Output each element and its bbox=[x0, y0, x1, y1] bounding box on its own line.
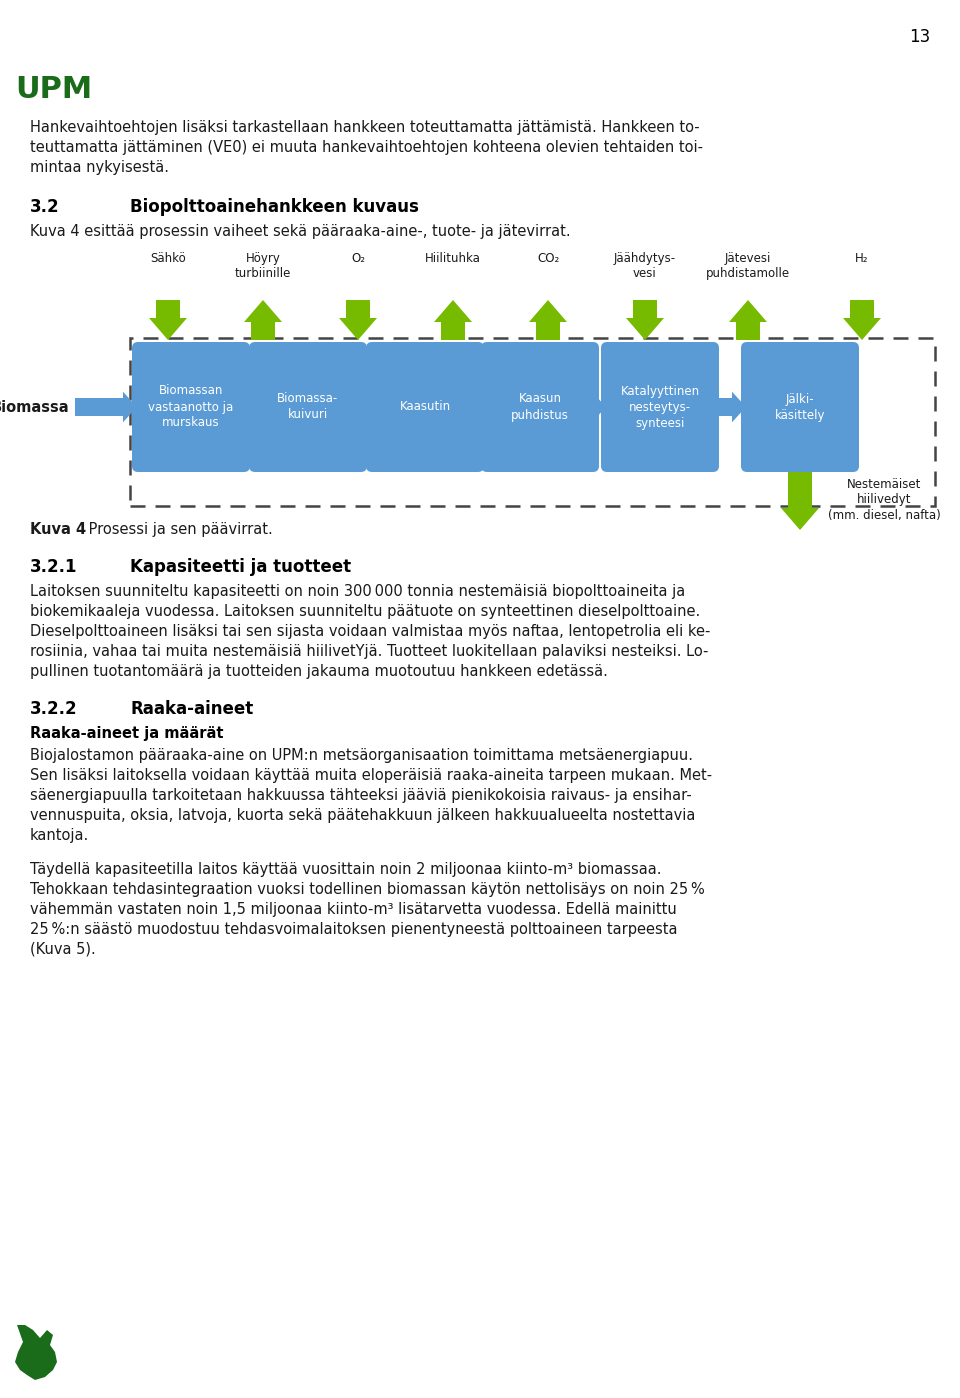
Text: UPM: UPM bbox=[15, 75, 92, 103]
Text: H₂: H₂ bbox=[855, 252, 869, 266]
Text: Sen lisäksi laitoksella voidaan käyttää muita eloperäisiä raaka-aineita tarpeen : Sen lisäksi laitoksella voidaan käyttää … bbox=[30, 768, 712, 783]
Polygon shape bbox=[357, 391, 371, 422]
Text: 3.2.1: 3.2.1 bbox=[30, 558, 78, 576]
Text: Kuva 4: Kuva 4 bbox=[30, 521, 86, 537]
Text: vennuspuita, oksia, latvoja, kuorta sekä päätehakkuun jälkeen hakkuualueelta nos: vennuspuita, oksia, latvoja, kuorta sekä… bbox=[30, 808, 695, 823]
Polygon shape bbox=[592, 391, 606, 422]
Text: 3.2.2: 3.2.2 bbox=[30, 700, 78, 719]
Text: vähemmän vastaten noin 1,5 miljoonaa kiinto-m³ lisätarvetta vuodessa. Edellä mai: vähemmän vastaten noin 1,5 miljoonaa kii… bbox=[30, 902, 677, 917]
Polygon shape bbox=[626, 317, 664, 340]
Text: Jätevesi
puhdistamolle: Jätevesi puhdistamolle bbox=[706, 252, 790, 280]
Polygon shape bbox=[843, 317, 881, 340]
FancyBboxPatch shape bbox=[788, 468, 812, 507]
FancyBboxPatch shape bbox=[741, 343, 859, 473]
Text: Tehokkaan tehdasintegraation vuoksi todellinen biomassan käytön nettolisäys on n: Tehokkaan tehdasintegraation vuoksi tode… bbox=[30, 882, 705, 898]
FancyBboxPatch shape bbox=[346, 301, 370, 317]
Text: 3.2: 3.2 bbox=[30, 199, 60, 217]
Polygon shape bbox=[244, 301, 282, 322]
Text: Biomassa: Biomassa bbox=[0, 400, 69, 414]
Polygon shape bbox=[781, 507, 819, 530]
Text: pullinen tuotantomäärä ja tuotteiden jakauma muotoutuu hankkeen edetässä.: pullinen tuotantomäärä ja tuotteiden jak… bbox=[30, 664, 608, 679]
Polygon shape bbox=[529, 301, 567, 322]
Polygon shape bbox=[729, 301, 767, 322]
Text: Raaka-aineet ja määrät: Raaka-aineet ja määrät bbox=[30, 726, 224, 741]
Polygon shape bbox=[339, 317, 377, 340]
FancyBboxPatch shape bbox=[850, 301, 874, 317]
Text: Kaasutin: Kaasutin bbox=[399, 400, 450, 414]
Text: Nestemäiset
hiilivedyt
(mm. diesel, nafta): Nestemäiset hiilivedyt (mm. diesel, naft… bbox=[828, 478, 941, 521]
Text: Kapasiteetti ja tuotteet: Kapasiteetti ja tuotteet bbox=[130, 558, 351, 576]
Text: Täydellä kapasiteetilla laitos käyttää vuosittain noin 2 miljoonaa kiinto-m³ bio: Täydellä kapasiteetilla laitos käyttää v… bbox=[30, 863, 661, 877]
Text: Laitoksen suunniteltu kapasiteetti on noin 300 000 tonnia nestemäisiä biopolttoa: Laitoksen suunniteltu kapasiteetti on no… bbox=[30, 584, 685, 598]
Text: Kaasun
puhdistus: Kaasun puhdistus bbox=[511, 393, 569, 422]
Text: Sähkö: Sähkö bbox=[150, 252, 186, 266]
Text: Hankevaihtoehtojen lisäksi tarkastellaan hankkeen toteuttamatta jättämistä. Hank: Hankevaihtoehtojen lisäksi tarkastellaan… bbox=[30, 120, 700, 136]
Text: Katalyyttinen
nesteytys-
synteesi: Katalyyttinen nesteytys- synteesi bbox=[620, 384, 700, 429]
Text: kantoja.: kantoja. bbox=[30, 828, 89, 843]
Polygon shape bbox=[149, 317, 187, 340]
Polygon shape bbox=[240, 391, 254, 422]
Text: 13: 13 bbox=[909, 28, 930, 46]
Text: Biojalostamon pääraaka-aine on UPM:n metsäorganisaation toimittama metsäenergiap: Biojalostamon pääraaka-aine on UPM:n met… bbox=[30, 748, 693, 763]
FancyBboxPatch shape bbox=[441, 322, 465, 340]
Text: Dieselpolttoaineen lisäksi tai sen sijasta voidaan valmistaa myös naftaa, lentop: Dieselpolttoaineen lisäksi tai sen sijas… bbox=[30, 624, 710, 639]
FancyBboxPatch shape bbox=[536, 322, 560, 340]
FancyBboxPatch shape bbox=[481, 343, 599, 473]
Polygon shape bbox=[434, 301, 472, 322]
Text: rosiinia, vahaa tai muita nestemäisiä hiilivetYjä. Tuotteet luokitellaan palavik: rosiinia, vahaa tai muita nestemäisiä hi… bbox=[30, 644, 708, 658]
FancyBboxPatch shape bbox=[366, 343, 484, 473]
Text: biokemikaaleja vuodessa. Laitoksen suunniteltu päätuote on synteettinen dieselpo: biokemikaaleja vuodessa. Laitoksen suunn… bbox=[30, 604, 700, 619]
Polygon shape bbox=[75, 391, 137, 422]
FancyBboxPatch shape bbox=[633, 301, 657, 317]
Text: säenergiapuulla tarkoitetaan hakkuussa tähteeksi jääviä pienikokoisia raivaus- j: säenergiapuulla tarkoitetaan hakkuussa t… bbox=[30, 788, 692, 802]
Text: Hiilituhka: Hiilituhka bbox=[425, 252, 481, 266]
Text: Kuva 4 esittää prosessin vaiheet sekä pääraaka-aine-, tuote- ja jätevirrat.: Kuva 4 esittää prosessin vaiheet sekä pä… bbox=[30, 224, 570, 239]
Text: Biomassa-
kuivuri: Biomassa- kuivuri bbox=[277, 393, 339, 422]
Polygon shape bbox=[714, 391, 746, 422]
Text: Jäähdytys-
vesi: Jäähdytys- vesi bbox=[614, 252, 676, 280]
Text: CO₂: CO₂ bbox=[537, 252, 559, 266]
Text: Jälki-
käsittely: Jälki- käsittely bbox=[775, 393, 826, 422]
Text: mintaa nykyisestä.: mintaa nykyisestä. bbox=[30, 159, 169, 175]
FancyBboxPatch shape bbox=[132, 343, 250, 473]
Text: Höyry
turbiinille: Höyry turbiinille bbox=[235, 252, 291, 280]
Polygon shape bbox=[472, 391, 486, 422]
Text: Biomassan
vastaanotto ja
murskaus: Biomassan vastaanotto ja murskaus bbox=[149, 384, 233, 429]
Text: 25 %:n säästö muodostuu tehdasvoimalaitoksen pienentyneestä polttoaineen tarpees: 25 %:n säästö muodostuu tehdasvoimalaito… bbox=[30, 923, 678, 937]
FancyBboxPatch shape bbox=[601, 343, 719, 473]
Text: O₂: O₂ bbox=[351, 252, 365, 266]
Text: Biopolttoainehankkeen kuvaus: Biopolttoainehankkeen kuvaus bbox=[130, 199, 419, 217]
FancyBboxPatch shape bbox=[736, 322, 760, 340]
Text: Prosessi ja sen päävirrat.: Prosessi ja sen päävirrat. bbox=[84, 521, 273, 537]
Text: teuttamatta jättäminen (VE0) ei muuta hankevaihtoehtojen kohteena olevien tehtai: teuttamatta jättäminen (VE0) ei muuta ha… bbox=[30, 140, 703, 155]
Polygon shape bbox=[15, 1325, 57, 1380]
FancyBboxPatch shape bbox=[251, 322, 275, 340]
Text: (Kuva 5).: (Kuva 5). bbox=[30, 942, 96, 958]
FancyBboxPatch shape bbox=[156, 301, 180, 317]
FancyBboxPatch shape bbox=[249, 343, 367, 473]
Text: Raaka-aineet: Raaka-aineet bbox=[130, 700, 253, 719]
